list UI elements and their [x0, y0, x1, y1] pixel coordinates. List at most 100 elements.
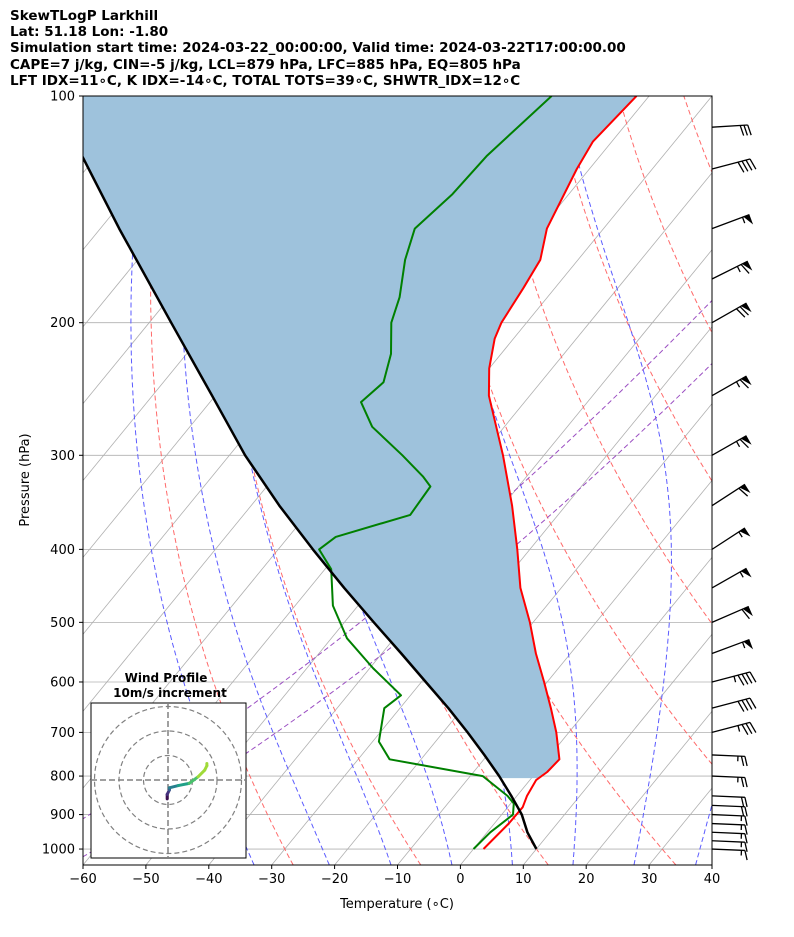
- barb-flag: [737, 700, 745, 712]
- barb-flag: [749, 158, 757, 170]
- hodograph-segment: [196, 768, 207, 779]
- barb-pennant: [739, 527, 751, 537]
- x-axis-label: Temperature (∘C): [339, 897, 454, 912]
- barb-flag: [739, 438, 749, 449]
- dewpoint-line: [318, 96, 553, 850]
- barb-flag: [747, 124, 752, 136]
- wind-barb: [711, 804, 748, 817]
- inset-subtitle: 10m/s increment: [113, 686, 227, 700]
- y-tick-label: 500: [50, 616, 75, 631]
- barb-flag: [740, 777, 745, 788]
- x-tick-label: −40: [195, 872, 222, 887]
- barb-half-flag: [739, 571, 744, 578]
- barb-flag: [738, 487, 749, 497]
- barb-flag: [740, 264, 750, 274]
- barb-staff: [711, 813, 745, 817]
- barb-staff: [711, 124, 748, 128]
- x-tick-label: 40: [704, 872, 721, 887]
- wind-barb: [711, 775, 748, 788]
- wind-barb: [711, 483, 751, 507]
- barb-flag: [737, 674, 745, 686]
- isotherm-gridline: [83, 96, 84, 97]
- y-tick-label: 100: [50, 90, 75, 105]
- barb-pennant: [739, 484, 751, 493]
- barb-pennant: [743, 639, 754, 650]
- barb-staff: [711, 848, 745, 852]
- wind-barb: [711, 813, 748, 826]
- moist-adiabat: [695, 802, 712, 865]
- barb-flag: [745, 698, 753, 710]
- wind-barb: [711, 754, 748, 767]
- y-tick-label: 400: [50, 543, 75, 558]
- isotherm-gridline: [460, 556, 712, 865]
- dry-adiabat: [749, 96, 794, 865]
- wind-barb: [711, 840, 748, 852]
- barb-staff: [711, 260, 748, 280]
- barb-pennant: [742, 606, 753, 617]
- barb-flag: [740, 756, 745, 766]
- barb-half-flag: [735, 381, 741, 388]
- hodograph-segment: [187, 775, 200, 785]
- hodograph-segment: [167, 784, 180, 790]
- barb-flag: [744, 756, 748, 767]
- chart-axes: −60 −50 −40 −30 −20 −10 0 10 20 30 40 100 200 300 400 5…: [42, 90, 720, 888]
- y-tick-label: 800: [50, 770, 75, 785]
- barb-pennant: [741, 435, 752, 445]
- barb-staff: [711, 435, 747, 456]
- barb-flag: [740, 806, 745, 817]
- barb-pennant: [743, 214, 754, 225]
- cape-shading: [83, 96, 637, 779]
- y-tick-label: 200: [50, 316, 75, 331]
- barb-staff: [711, 831, 745, 835]
- chart-series: [83, 96, 638, 850]
- barb-staff: [711, 605, 749, 623]
- barb-staff: [711, 214, 750, 230]
- dry-adiabat: [618, 96, 712, 334]
- barb-flag: [739, 379, 749, 389]
- isotherm-gridline: [83, 96, 210, 251]
- wind-barb: [711, 302, 752, 324]
- barb-half-flag: [741, 641, 746, 649]
- hodograph-segment: [176, 781, 191, 788]
- wind-barb: [711, 848, 748, 861]
- wind-barb: [711, 375, 752, 397]
- barb-flag: [744, 777, 748, 788]
- barb-staff: [711, 795, 745, 798]
- wind-barb: [711, 721, 757, 736]
- y-tick-label: 600: [50, 675, 75, 690]
- dry-adiabat: [422, 96, 712, 765]
- barb-flag: [741, 673, 749, 685]
- wind-barb: [711, 697, 757, 712]
- x-tick-label: −30: [258, 872, 285, 887]
- wind-barbs: [711, 124, 757, 861]
- barb-flag: [744, 833, 748, 844]
- barb-half-flag: [733, 676, 737, 683]
- barb-staff: [711, 375, 747, 397]
- barb-staff: [711, 638, 750, 655]
- barb-flag: [744, 797, 748, 808]
- barb-staff: [711, 158, 751, 170]
- barb-flag: [749, 671, 757, 683]
- mixing-ratio-line: [83, 362, 712, 858]
- barb-staff: [711, 527, 746, 550]
- barb-pennant: [741, 376, 752, 386]
- barb-staff: [711, 721, 751, 734]
- wind-barb: [711, 638, 754, 655]
- barb-pennant: [741, 303, 752, 313]
- barb-flag: [739, 306, 749, 316]
- wind-barb: [711, 671, 757, 686]
- y-tick-label: 900: [50, 808, 75, 823]
- moist-adiabat: [562, 96, 673, 865]
- barb-flag: [744, 806, 748, 817]
- dry-adiabat: [150, 96, 294, 865]
- x-tick-label: −60: [69, 872, 96, 887]
- barb-pennant: [741, 568, 752, 578]
- y-tick-label: 300: [50, 449, 75, 464]
- x-tick-label: 30: [641, 872, 658, 887]
- parcel-line: [83, 154, 538, 850]
- barb-staff: [711, 822, 745, 826]
- inset-title: Wind Profile: [125, 671, 208, 685]
- wind-barb: [711, 527, 751, 550]
- barb-staff: [711, 840, 745, 843]
